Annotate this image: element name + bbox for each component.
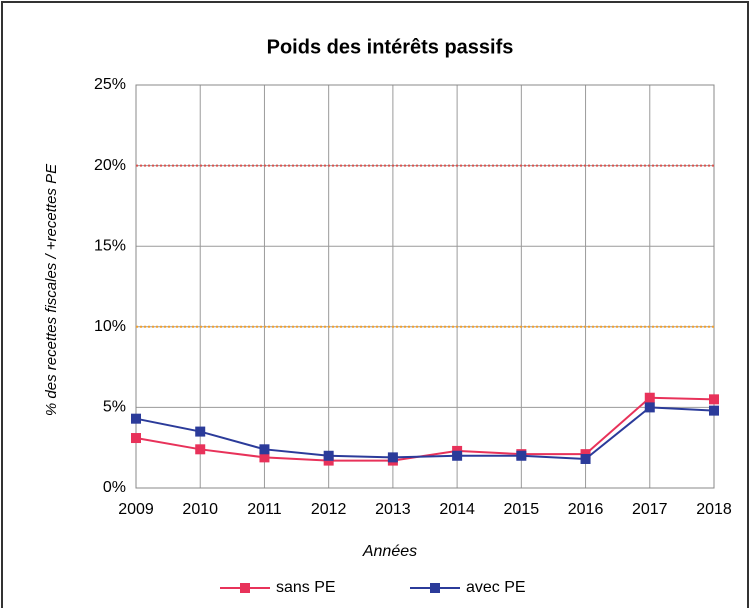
y-tick-label: 20% [94,157,126,174]
point-marker [259,452,270,463]
x-tick-label: 2010 [182,501,218,518]
y-axis-label: % des recettes fiscales / +recettes PE [43,163,60,416]
x-axis-label: Années [362,543,417,560]
legend-marker [240,583,250,593]
y-tick-label: 10% [94,318,126,335]
plot-border [135,84,715,489]
y-tick-label: 0% [103,479,126,496]
point-marker [195,444,206,455]
point-marker [131,433,141,444]
y-tick-label: 25% [94,76,126,93]
x-tick-label: 2016 [568,501,604,518]
series-line [135,406,715,461]
point-marker [644,402,655,413]
point-marker [323,450,334,461]
x-tick-label: 2011 [247,501,282,518]
point-marker [644,392,655,403]
x-tick-label: 2015 [504,501,540,518]
legend-marker [430,583,440,593]
point-marker [709,394,719,405]
point-marker [516,450,527,461]
x-tick-label: 2018 [696,501,732,518]
legend-label: avec PE [466,579,526,596]
x-tick-label: 2017 [632,501,668,518]
point-marker [709,405,719,416]
x-tick-label: 2014 [439,501,475,518]
chart-title: Poids des intérêts passifs [267,36,514,58]
x-tick-label: 2009 [118,501,154,518]
point-marker [195,426,206,437]
point-marker [452,450,463,461]
point-marker [259,444,270,455]
y-tick-label: 5% [103,399,126,416]
x-tick-label: 2013 [375,501,411,518]
x-tick-label: 2012 [311,501,347,518]
point-marker [131,413,141,424]
point-marker [387,452,398,463]
point-marker [580,453,591,464]
y-tick-label: 15% [94,237,126,254]
legend-label: sans PE [276,579,336,596]
